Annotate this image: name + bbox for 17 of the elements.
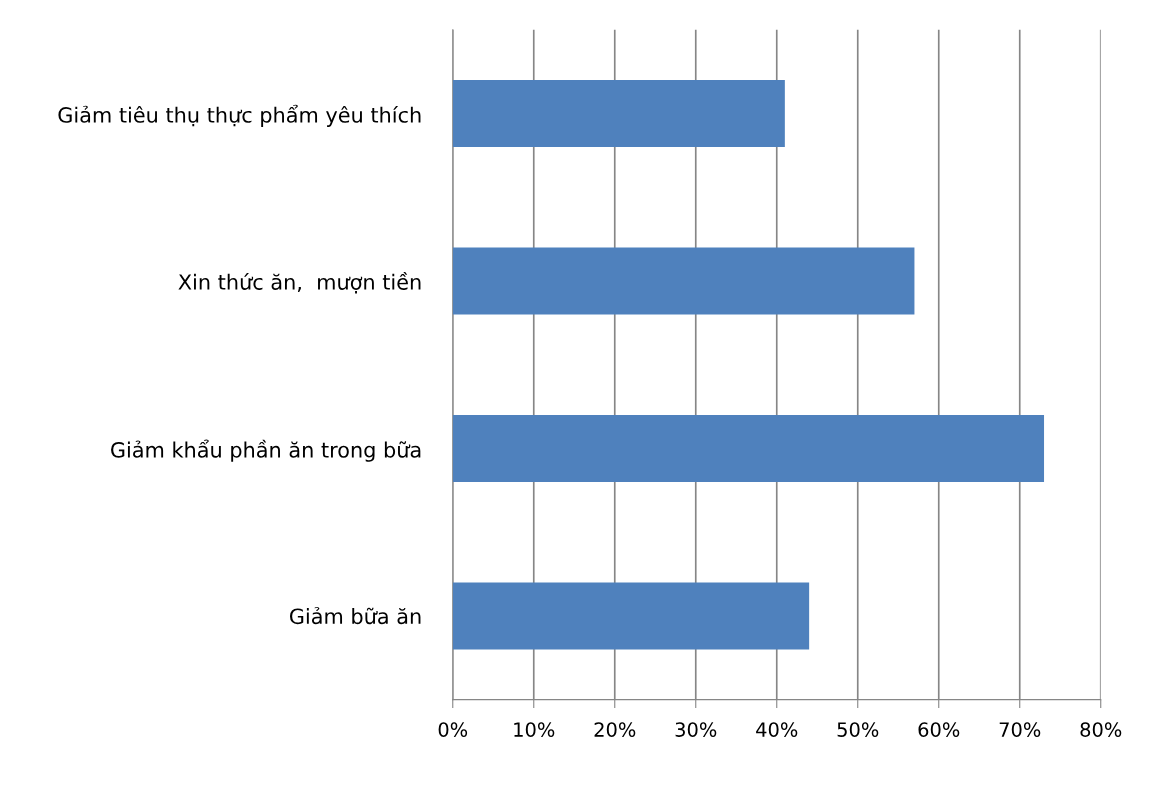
bar (452, 415, 1045, 482)
x-tick-label: 20% (594, 722, 636, 737)
bar (452, 247, 915, 315)
y-tick-label: Giảm khẩu phần ăn trong bữa (111, 439, 421, 462)
x-tick-label: 30% (675, 722, 717, 737)
bar (452, 582, 810, 650)
x-tick-label: 80% (1080, 722, 1122, 737)
x-tick-label: 60% (918, 722, 960, 737)
x-tick-label: 10% (514, 722, 555, 737)
x-tick-label: 0% (438, 722, 468, 737)
y-tick-label: Xin thức ăn, mượn tiền (178, 271, 421, 294)
y-tick-label: Giảm tiêu thụ thực phẩm yêu thích (58, 104, 421, 127)
x-tick-label: 40% (756, 722, 798, 737)
bar (452, 80, 785, 148)
x-tick-label: 50% (837, 722, 879, 737)
x-tick-label: 70% (999, 722, 1041, 737)
y-tick-label: Giảm bữa ăn (289, 606, 421, 625)
